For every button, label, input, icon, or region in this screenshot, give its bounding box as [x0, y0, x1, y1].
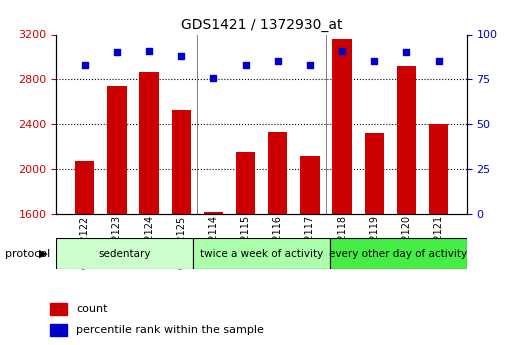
- Bar: [330, 238, 467, 269]
- Point: [209, 75, 218, 80]
- Text: every other day of activity: every other day of activity: [329, 249, 467, 258]
- Point: [242, 62, 250, 68]
- Title: GDS1421 / 1372930_at: GDS1421 / 1372930_at: [181, 18, 342, 32]
- Text: twice a week of activity: twice a week of activity: [200, 249, 323, 258]
- Bar: [429, 124, 448, 214]
- Bar: [50, 324, 67, 336]
- Point: [402, 50, 410, 55]
- Point: [177, 53, 185, 59]
- Text: protocol: protocol: [5, 249, 50, 258]
- Bar: [75, 161, 94, 214]
- Bar: [171, 110, 191, 214]
- Point: [113, 50, 121, 55]
- Bar: [397, 66, 416, 214]
- Bar: [107, 86, 127, 214]
- Bar: [268, 132, 287, 214]
- Text: percentile rank within the sample: percentile rank within the sample: [76, 325, 264, 335]
- Point: [273, 59, 282, 64]
- Bar: [204, 211, 223, 214]
- Bar: [50, 303, 67, 315]
- Point: [81, 62, 89, 68]
- Bar: [56, 238, 193, 269]
- Point: [338, 48, 346, 53]
- Text: sedentary: sedentary: [98, 249, 151, 258]
- Point: [306, 62, 314, 68]
- Point: [145, 48, 153, 53]
- Text: count: count: [76, 304, 107, 314]
- Bar: [193, 238, 330, 269]
- Bar: [236, 152, 255, 214]
- Point: [370, 59, 378, 64]
- Point: [435, 59, 443, 64]
- Bar: [300, 156, 320, 214]
- Bar: [140, 71, 159, 214]
- Bar: [332, 39, 352, 214]
- Text: ▶: ▶: [38, 249, 47, 258]
- Bar: [365, 133, 384, 214]
